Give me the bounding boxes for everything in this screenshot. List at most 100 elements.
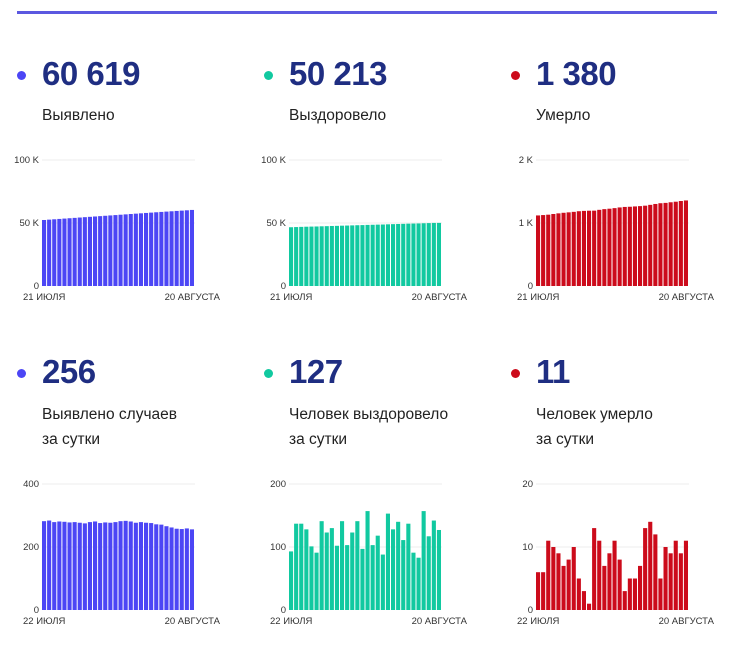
bar (345, 225, 350, 286)
chart-recovered-daily: 0 100 200 22 ИЮЛЯ 20 АВГУСТА (264, 474, 494, 634)
bar (47, 219, 52, 286)
bar (360, 225, 365, 286)
x-end-label: 20 АВГУСТА (165, 292, 221, 303)
bar (184, 210, 189, 286)
y-tick-label: 200 (270, 479, 286, 490)
deaths-dot-icon (511, 71, 520, 80)
cases-dot-icon (17, 71, 26, 80)
bar (144, 522, 149, 610)
bar (648, 521, 653, 610)
bar (72, 217, 77, 286)
bar-chart: 0 50 K 100 K 21 ИЮЛЯ 20 АВГУСТА (261, 155, 468, 303)
bar (668, 202, 673, 286)
bar (385, 224, 390, 286)
y-tick-label: 20 (522, 479, 533, 490)
y-tick-label: 400 (23, 479, 39, 490)
bar (683, 540, 688, 610)
bar (174, 528, 179, 610)
bar (592, 210, 597, 286)
bar (154, 212, 159, 286)
bar (304, 226, 309, 286)
bar (103, 522, 108, 610)
bar (350, 532, 355, 610)
bar (299, 226, 304, 286)
x-start-label: 21 ИЮЛЯ (270, 292, 312, 303)
y-tick-label: 0 (34, 605, 39, 616)
bar (62, 218, 67, 286)
bar (57, 521, 62, 610)
bar (421, 511, 426, 610)
bar (551, 547, 556, 610)
bar (87, 216, 92, 286)
bar (648, 204, 653, 286)
bar (673, 540, 678, 610)
x-end-label: 20 АВГУСТА (412, 616, 468, 627)
stat-label-line: за сутки (42, 431, 101, 448)
bar (576, 211, 581, 286)
bar (189, 209, 194, 286)
bar (385, 513, 390, 610)
bar (294, 523, 299, 610)
bar (401, 540, 406, 610)
bar (592, 528, 597, 610)
bar (617, 559, 622, 610)
bar (360, 548, 365, 610)
bar (678, 553, 683, 610)
bar (612, 208, 617, 286)
y-tick-label: 200 (23, 542, 39, 553)
x-end-label: 20 АВГУСТА (412, 292, 468, 303)
stat-label: Умерло (536, 103, 590, 128)
bar-chart: 0 50 K 100 K 21 ИЮЛЯ 20 АВГУСТА (14, 155, 221, 303)
x-start-label: 21 ИЮЛЯ (23, 292, 65, 303)
bar (144, 212, 149, 286)
stat-label-line: за сутки (289, 431, 348, 448)
y-tick-label: 0 (281, 605, 286, 616)
bar (87, 522, 92, 610)
x-end-label: 20 АВГУСТА (165, 616, 221, 627)
chart-deaths-total: 0 1 K 2 K 21 ИЮЛЯ 20 АВГУСТА (511, 150, 736, 310)
chart-recovered-total: 0 50 K 100 K 21 ИЮЛЯ 20 АВГУСТА (261, 150, 494, 310)
bar (164, 211, 169, 286)
bar (52, 522, 57, 610)
bar (602, 209, 607, 286)
bar (149, 523, 154, 610)
bar (159, 211, 164, 286)
bar (118, 521, 123, 610)
bar (391, 529, 396, 610)
bar (375, 224, 380, 286)
bar (108, 522, 113, 610)
bar (653, 203, 658, 286)
bar (541, 572, 546, 610)
bar (663, 547, 668, 610)
bar (627, 578, 632, 610)
stat-label: Человек выздоровело за сутки (289, 402, 448, 452)
bar (299, 523, 304, 610)
bar (309, 546, 314, 610)
bar (149, 212, 154, 286)
bar (324, 226, 329, 286)
bar (334, 545, 339, 610)
y-tick-label: 50 K (19, 218, 39, 229)
top-divider (17, 11, 717, 14)
bar (164, 526, 169, 610)
stat-value: 256 (42, 353, 96, 390)
stat-label-line: Выявлено (42, 107, 115, 124)
bar (159, 524, 164, 610)
bar (319, 521, 324, 610)
bar (289, 551, 294, 610)
bar (546, 540, 551, 610)
y-tick-label: 0 (34, 281, 39, 292)
bar (169, 211, 174, 286)
deaths-dot-icon (511, 369, 520, 378)
stat-label: Выявлено случаев за сутки (42, 402, 177, 452)
bar (133, 213, 138, 286)
bar (380, 224, 385, 286)
bar (396, 223, 401, 286)
bar (632, 578, 637, 610)
bar (551, 213, 556, 286)
bar (658, 203, 663, 286)
bar (355, 521, 360, 610)
bar (431, 520, 436, 610)
bar (556, 213, 561, 286)
y-tick-label: 100 K (261, 155, 286, 166)
